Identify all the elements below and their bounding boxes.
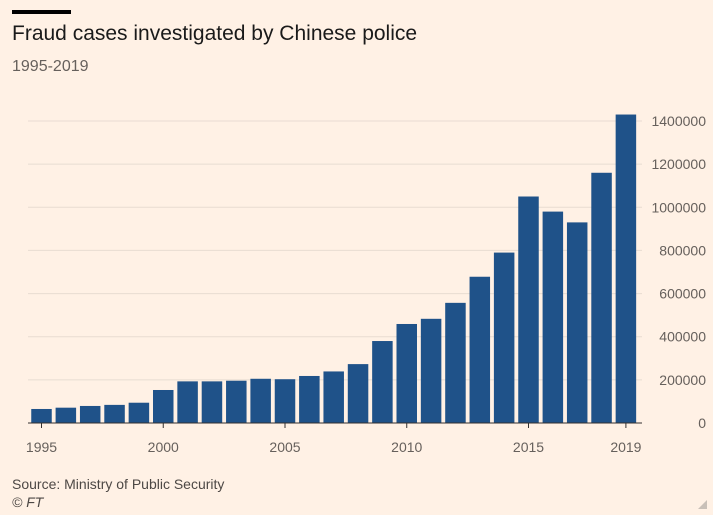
bar-2003 [226,380,247,423]
x-tick-label: 1995 [26,439,57,455]
brand-bar [12,10,71,14]
bar-2010 [396,323,417,423]
resize-handle-icon[interactable] [698,500,707,509]
y-tick-label: 400000 [659,329,706,345]
bar-1999 [128,402,150,423]
y-tick-label: 1200000 [651,156,706,172]
bar-chart: 0 200000 400000 600000 800000 1000000 1200000 1… [26,113,706,455]
x-tick-label: 2005 [269,439,300,455]
bar-2007 [323,371,344,423]
bar-2005 [274,379,296,423]
chart-subtitle: 1995-2019 [12,58,89,75]
bar-2014 [493,252,515,423]
bar-2001 [177,381,198,423]
source-note: Source: Ministry of Public Security [12,476,225,492]
bar-1996 [55,407,77,423]
x-tick-label: 2019 [610,439,641,455]
bar-2013 [469,276,491,423]
bar-2019 [615,114,637,424]
bar-2011 [420,318,442,423]
bar-1995 [31,408,52,423]
bar-2016 [542,211,564,423]
bar-2004 [250,378,271,423]
bar-2009 [372,341,393,423]
bar-2008 [347,364,369,423]
bar-2006 [299,375,320,423]
copyright-note: © FT [12,494,44,510]
bar-2018 [591,172,612,423]
y-tick-label: 1000000 [651,199,706,215]
y-tick-label: 200000 [659,372,706,388]
bar-1997 [79,405,101,423]
x-tick-label: 2000 [148,439,179,455]
x-tick-label: 2015 [513,439,544,455]
y-tick-label: 600000 [659,286,706,302]
y-tick-label: 1400000 [651,113,706,129]
y-tick-label: 800000 [659,242,706,258]
bar-1998 [104,404,125,423]
bar-2015 [518,196,539,423]
y-tick-label: 0 [698,415,706,431]
chart-title: Fraud cases investigated by Chinese poli… [12,22,418,45]
bar-2002 [201,381,223,423]
bar-2000 [153,389,174,423]
bar-2017 [566,222,588,423]
x-tick-label: 2010 [391,439,422,455]
bar-2012 [445,302,466,423]
